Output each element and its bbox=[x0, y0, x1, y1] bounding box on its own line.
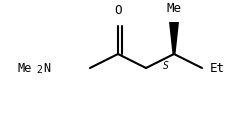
Polygon shape bbox=[168, 22, 178, 54]
Text: 2: 2 bbox=[36, 65, 42, 75]
Text: Me: Me bbox=[166, 3, 181, 15]
Text: O: O bbox=[114, 4, 121, 18]
Text: Et: Et bbox=[209, 61, 224, 75]
Text: S: S bbox=[162, 61, 168, 71]
Text: Me: Me bbox=[18, 61, 32, 75]
Text: N: N bbox=[43, 61, 50, 75]
